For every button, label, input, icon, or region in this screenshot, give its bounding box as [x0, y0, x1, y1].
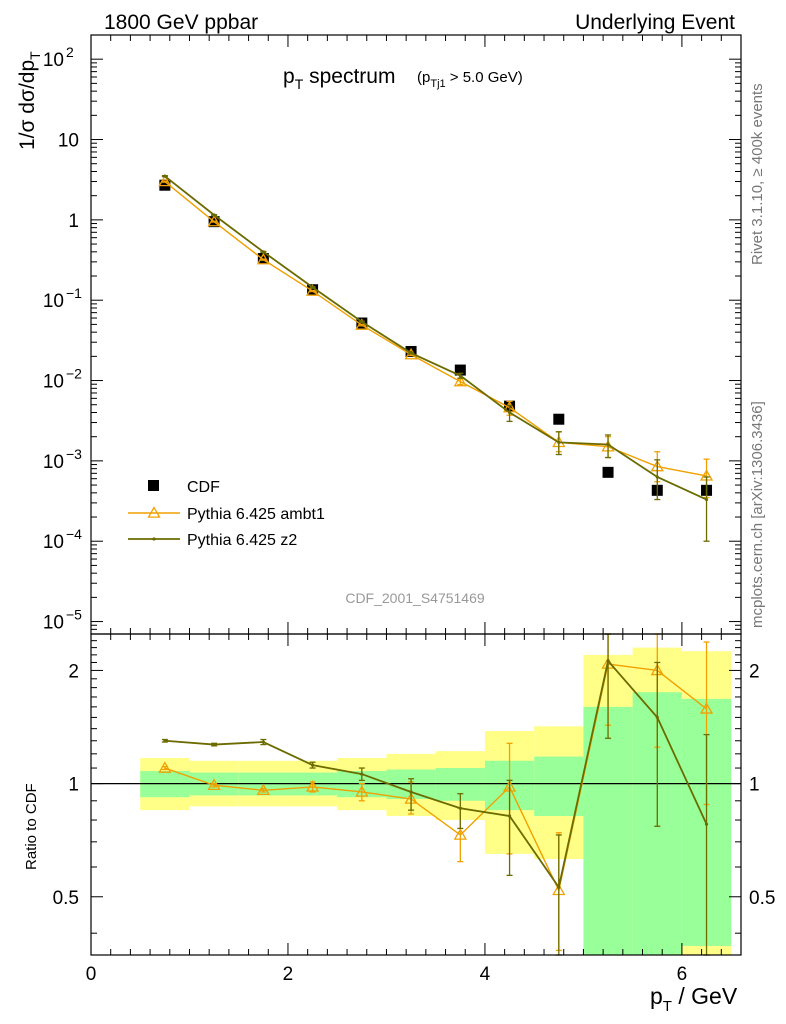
main-y-axis-label: 1/σ dσ/dpT [16, 51, 43, 150]
ratio-z2-marker [704, 822, 709, 826]
main-y-tick-exponent: −2 [66, 366, 82, 382]
ratio-ambt1-marker [355, 785, 369, 797]
ratio-y-tick-label: 0.5 [53, 888, 79, 909]
x-tick-label: 2 [283, 964, 294, 985]
legend-cdf-label: CDF [187, 479, 220, 496]
main-y-tick-label: 10 [43, 50, 64, 71]
cdf-data-point [307, 284, 319, 296]
main-y-tick-label: 10 [43, 372, 64, 393]
cdf-data-point [553, 413, 565, 425]
analysis-watermark: CDF_2001_S4751469 [345, 590, 485, 606]
ratio-z2-marker [409, 790, 413, 794]
x-tick-label: 6 [677, 964, 688, 985]
legend-z2-label: Pythia 6.425 z2 [187, 532, 297, 549]
ratio-z2-marker [212, 742, 216, 747]
main-z2-marker [704, 497, 709, 502]
ratio-z2-marker [360, 772, 364, 776]
main-z2-marker [310, 285, 315, 289]
main-cut-label: (pTj1 > 5.0 GeV) [417, 69, 523, 90]
main-ambt1-marker [453, 374, 467, 387]
cdf-data-point [602, 466, 614, 478]
ratio-y-axis-label: Ratio to CDF [23, 783, 40, 870]
rivet-version-label: Rivet 3.1.10, ≥ 400k events [749, 83, 766, 265]
ratio-ambt1-marker [207, 778, 221, 791]
header-right-label: Underlying Event [575, 11, 735, 34]
main-y-tick-exponent: −1 [66, 285, 82, 301]
main-y-tick-label: 10 [58, 131, 79, 152]
main-z2-marker [507, 410, 512, 415]
ratio-ambt1-marker [256, 783, 270, 796]
cdf-data-point [454, 364, 466, 376]
main-z2-marker [261, 250, 265, 254]
main-y-tick-label: 10 [43, 532, 64, 553]
main-y-tick-label: 10 [43, 291, 64, 312]
ratio-z2-marker [261, 740, 265, 744]
ratio-z2-marker [557, 885, 561, 889]
ratio-ambt1-line [164, 663, 707, 893]
main-y-tick-exponent: −4 [66, 526, 82, 542]
ratio-plot-marks [158, 633, 714, 956]
ratio-z2-marker [310, 763, 315, 767]
ratio-y-tick-label-right: 1 [749, 775, 760, 796]
ratio-ambt1-marker [305, 780, 320, 792]
legend-z2-swatch-marker [152, 537, 156, 541]
main-z2-line [164, 175, 707, 501]
legend-ambt1-label: Pythia 6.425 ambt1 [187, 506, 325, 523]
main-z2-marker [163, 174, 167, 178]
main-ambt1-marker [207, 214, 221, 227]
x-tick-label: 0 [86, 964, 97, 985]
x-axis-label: pT / GeV [650, 983, 738, 1015]
main-y-tick-label: 1 [68, 211, 79, 232]
ratio-ambt1-marker [453, 828, 467, 840]
ratio-z2-marker [655, 715, 659, 720]
ratio-z2-marker [458, 806, 462, 810]
main-z2-marker [458, 374, 462, 378]
ratio-z2-line [164, 658, 708, 890]
main-plot-marks [158, 174, 714, 542]
band-inner-bin [583, 706, 633, 955]
main-z2-marker [360, 320, 364, 324]
ratio-z2-marker [507, 814, 512, 818]
ratio-z2-marker [163, 739, 167, 743]
main-z2-marker [212, 213, 216, 217]
ratio-y-tick-label-right: 0.5 [749, 888, 775, 909]
main-y-tick-label: 10 [43, 452, 64, 473]
ratio-y-tick-label-right: 2 [749, 661, 760, 682]
main-z2-marker [557, 440, 561, 444]
mcplots-reference-label: mcplots.cern.ch [arXiv:1306.3436] [749, 401, 766, 628]
main-title: pT spectrum [283, 65, 395, 92]
main-z2-marker [409, 351, 413, 355]
legend-ambt1-swatch-marker [147, 506, 161, 518]
ratio-ambt1-marker [699, 702, 714, 714]
ratio-y-tick-label: 1 [68, 775, 79, 796]
ratio-frame [90, 633, 742, 956]
ratio-y-tick-label: 2 [68, 661, 79, 682]
header-left-label: 1800 GeV ppbar [104, 11, 258, 34]
main-ambt1-marker [256, 252, 270, 265]
main-ambt1-marker [158, 174, 172, 187]
ratio-z2-marker [606, 659, 610, 663]
ratio-ambt1-marker [158, 761, 172, 773]
main-ambt1-line [164, 180, 707, 477]
main-z2-marker [655, 475, 659, 479]
main-y-tick-label: 10 [43, 613, 64, 634]
legend-cdf-swatch [148, 480, 159, 491]
band-inner-bin [534, 756, 584, 816]
legend: CDF Pythia 6.425 ambt1 Pythia 6.425 z2 [128, 479, 325, 549]
main-ambt1-marker [305, 284, 320, 296]
main-z2-marker [606, 442, 610, 447]
main-y-tick-exponent: −3 [66, 446, 82, 462]
main-y-tick-exponent: −5 [66, 607, 82, 623]
x-tick-label: 4 [480, 964, 491, 985]
main-y-tick-exponent: 2 [66, 44, 74, 60]
